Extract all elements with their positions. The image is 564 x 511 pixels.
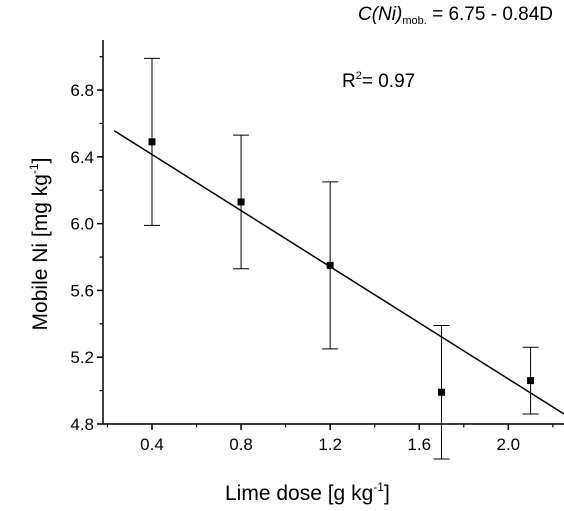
y-axis-label-text: Mobile Ni [mg kg <box>29 174 52 331</box>
y-tick-label: 5.6 <box>70 281 94 300</box>
r2-value: = 0.97 <box>361 71 416 92</box>
data-point <box>438 388 446 396</box>
data-point <box>527 377 535 385</box>
error-bars <box>143 57 539 460</box>
equation-prefix: C(Ni) <box>358 4 403 25</box>
axes <box>102 40 564 425</box>
x-tick-label: 0.4 <box>140 435 164 454</box>
equation-body: = 6.75 - 0.84D <box>426 4 554 25</box>
x-tick-label: 1.2 <box>318 435 342 454</box>
x-tick-label: 1.6 <box>407 435 431 454</box>
y-tick-label: 5.2 <box>70 348 94 367</box>
regression-equation: C(Ni)mob. = 6.75 - 0.84D <box>358 4 553 27</box>
x-axis-label-end: ] <box>383 482 390 505</box>
y-axis-label-end: ] <box>29 157 52 164</box>
x-tick-label: 0.8 <box>229 435 253 454</box>
fit-line-group <box>113 130 564 415</box>
data-points <box>148 138 535 396</box>
x-axis-label-text: Lime dose [g kg <box>225 482 374 505</box>
x-tick-label: 2.0 <box>497 435 521 454</box>
data-point <box>326 261 334 269</box>
y-tick-label: 4.8 <box>70 415 94 434</box>
r-squared: R2= 0.97 <box>342 70 415 93</box>
r2-prefix: R <box>342 71 356 92</box>
regression-line <box>113 130 564 415</box>
data-point <box>237 198 245 206</box>
equation-subscript: mob. <box>402 15 427 27</box>
r2-superscript: 2 <box>355 70 362 82</box>
y-tick-label: 6.8 <box>70 81 94 100</box>
y-axis-label-sup: -1 <box>27 163 41 175</box>
y-tick-label: 6.4 <box>70 148 94 167</box>
x-axis-label: Lime dose [g kg-1] <box>225 480 390 506</box>
y-tick-label: 6.0 <box>70 215 94 234</box>
y-axis-label: Mobile Ni [mg kg-1] <box>27 158 53 331</box>
data-point <box>148 138 156 146</box>
x-axis-label-sup: -1 <box>373 480 384 494</box>
ticks: 0.4 0.8 1.2 1.6 2.0 4.8 5.2 5.6 6.0 6.4 6.8 <box>70 56 554 454</box>
